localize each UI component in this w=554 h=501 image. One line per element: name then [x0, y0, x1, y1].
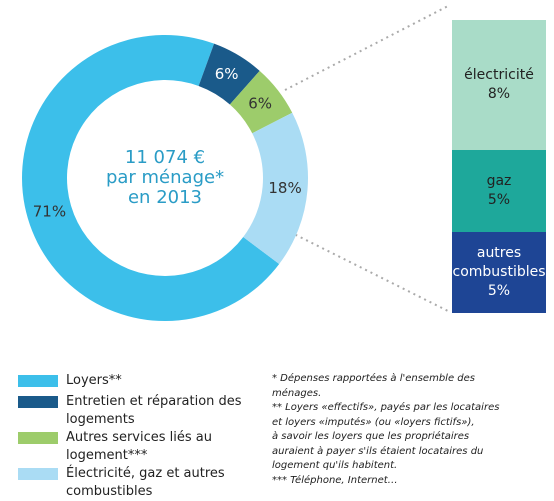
- slice-label: 6%: [248, 95, 272, 113]
- note-line: auraient à payer s'ils étaient locataire…: [272, 445, 484, 457]
- segment-text: électricité 8%: [464, 66, 534, 104]
- segment-label: autres combustibles: [452, 244, 546, 280]
- legend-label: Autres services liés au logement***: [66, 430, 212, 463]
- segment-label: électricité: [464, 67, 534, 84]
- legend-swatch: [18, 396, 58, 408]
- slice-label: 6%: [215, 65, 239, 83]
- connector: [284, 4, 451, 91]
- slice-label: 18%: [268, 179, 301, 197]
- notes: * Dépenses rapportées à l'ensemble des mé…: [272, 372, 542, 488]
- donut-slice: [198, 43, 260, 105]
- legend-label: Électricité, gaz et autres combustibles: [66, 466, 225, 499]
- legend-swatch: [18, 432, 58, 444]
- note-line: *** Téléphone, Internet…: [272, 474, 398, 486]
- donut-slice: [243, 112, 308, 265]
- note-line: * Dépenses rapportées à l'ensemble des: [272, 373, 475, 384]
- segment-text: gaz 5%: [487, 172, 512, 210]
- note-line: à savoir les loyers que les propriétaire…: [272, 431, 470, 442]
- center-text: par ménage*: [106, 167, 224, 188]
- connector: [289, 231, 451, 313]
- legend-label: Entretien et réparation des logements: [66, 394, 242, 427]
- segment-value: 5%: [487, 282, 511, 299]
- bar-segment: électricité 8%: [452, 20, 546, 151]
- center-text: 11 074 €: [125, 147, 205, 168]
- legend-label: Loyers**: [66, 373, 122, 388]
- donut-slice: [21, 34, 280, 321]
- legend-swatch: [18, 468, 58, 480]
- note-line: ménages.: [272, 387, 322, 399]
- bar-segment: gaz 5%: [452, 150, 546, 232]
- legend-swatch: [18, 375, 58, 387]
- note-line: et loyers «imputés» (ou «loyers fictifs»…: [272, 416, 475, 428]
- segment-label: gaz: [486, 172, 512, 189]
- bar-segment: autres combustibles 5%: [452, 231, 546, 313]
- segment-value: 8%: [487, 86, 511, 103]
- slice-label: 71%: [33, 203, 66, 221]
- segment-value: 5%: [487, 191, 511, 208]
- note-line: ** Loyers «effectifs», payés par les loc…: [272, 402, 500, 413]
- segment-text: autres combustibles 5%: [453, 244, 546, 301]
- donut-slice: [229, 70, 293, 134]
- center-text: en 2013: [128, 187, 202, 208]
- note-line: logement qu'ils habitent.: [272, 460, 398, 471]
